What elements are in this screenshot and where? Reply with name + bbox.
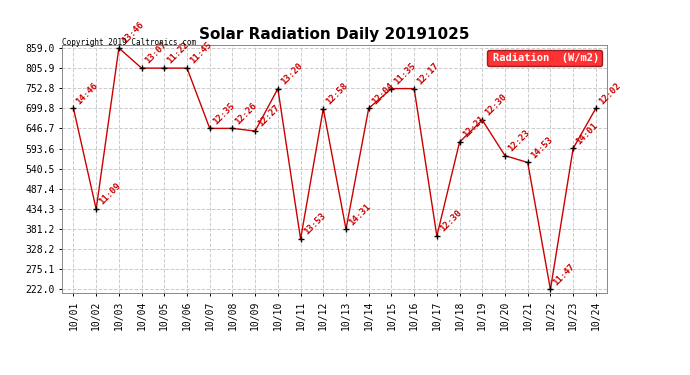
Text: 12:30: 12:30 xyxy=(484,92,509,118)
Text: 12:17: 12:17 xyxy=(415,61,441,86)
Text: 12:27: 12:27 xyxy=(256,104,282,129)
Legend: Radiation  (W/m2): Radiation (W/m2) xyxy=(487,50,602,66)
Text: 13:46: 13:46 xyxy=(120,20,146,46)
Text: 13:20: 13:20 xyxy=(279,61,304,86)
Text: 12:35: 12:35 xyxy=(211,101,236,126)
Text: 11:45: 11:45 xyxy=(188,40,213,66)
Text: 12:30: 12:30 xyxy=(438,209,464,234)
Text: 14:53: 14:53 xyxy=(529,135,554,160)
Text: 11:22: 11:22 xyxy=(166,40,191,66)
Text: 13:53: 13:53 xyxy=(302,211,327,237)
Text: 12:04: 12:04 xyxy=(370,81,395,106)
Text: 12:21: 12:21 xyxy=(461,114,486,140)
Text: 14:46: 14:46 xyxy=(75,81,100,106)
Text: 14:31: 14:31 xyxy=(347,201,373,227)
Title: Solar Radiation Daily 20191025: Solar Radiation Daily 20191025 xyxy=(199,27,470,42)
Text: 12:26: 12:26 xyxy=(234,101,259,126)
Text: 12:02: 12:02 xyxy=(597,81,622,106)
Text: 11:35: 11:35 xyxy=(393,61,418,86)
Text: Copyright 2019 Caltronics.com: Copyright 2019 Caltronics.com xyxy=(62,38,196,46)
Text: 11:09: 11:09 xyxy=(97,182,123,207)
Text: 12:23: 12:23 xyxy=(506,128,531,153)
Text: 11:47: 11:47 xyxy=(551,262,577,287)
Text: 12:58: 12:58 xyxy=(324,81,350,106)
Text: 14:01: 14:01 xyxy=(574,121,600,146)
Text: 13:07: 13:07 xyxy=(143,40,168,66)
